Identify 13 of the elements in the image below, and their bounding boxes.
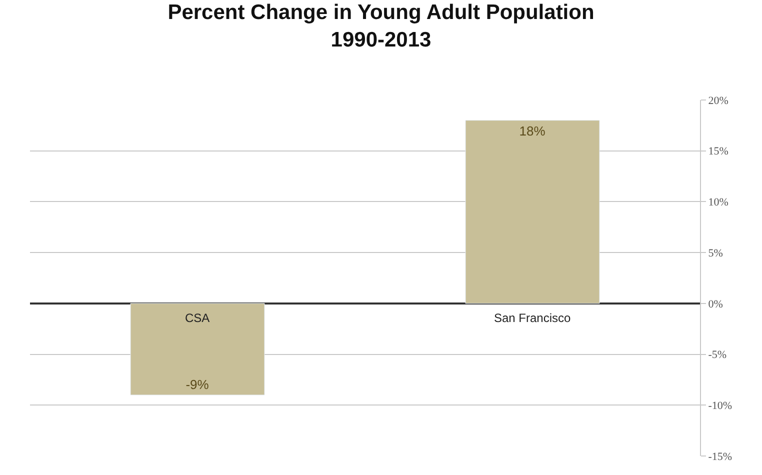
y-tick-label: 0% bbox=[708, 298, 723, 310]
y-tick-label: 20% bbox=[708, 94, 728, 107]
y-tick-label: -5% bbox=[708, 349, 727, 362]
y-tick-label: 15% bbox=[708, 146, 728, 158]
y-tick-label: -10% bbox=[708, 400, 732, 412]
data-label: 18% bbox=[519, 123, 546, 138]
y-tick-label: 10% bbox=[708, 196, 728, 209]
chart-title: Percent Change in Young Adult Population 1990-2013 bbox=[168, 1, 594, 52]
data-label: -9% bbox=[186, 376, 210, 392]
y-tick-label: 5% bbox=[708, 247, 723, 260]
x-tick-label: CSA bbox=[185, 311, 210, 325]
x-tick-label: San Francisco bbox=[494, 311, 572, 325]
y-tick-label: -15% bbox=[708, 450, 732, 463]
